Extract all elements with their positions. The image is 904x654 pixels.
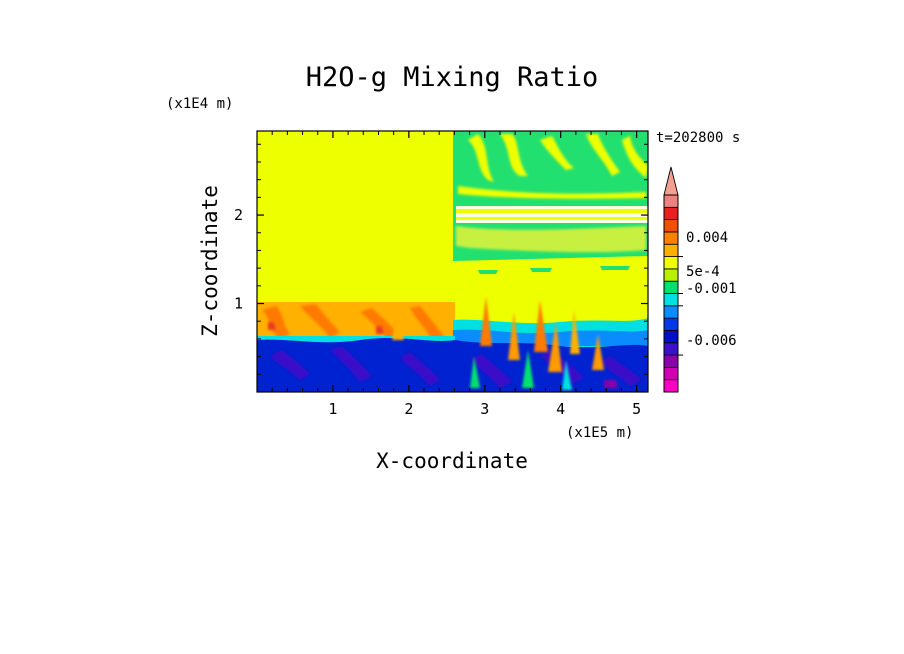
plumes (392, 296, 604, 390)
colorbar-swatch (663, 268, 679, 282)
y-tick-label: 1 (234, 295, 243, 313)
blue-texture (270, 346, 642, 388)
y-axis-label: Z-coordinate (198, 185, 222, 337)
colorbar-swatch (663, 305, 679, 319)
colorbar-swatch (663, 206, 679, 221)
x-tick-label: 5 (632, 400, 641, 418)
time-label: t=202800 s (656, 130, 740, 146)
colorbar: 0.004 5e-4-0.001 -0.006 (663, 166, 737, 393)
colorbar-swatch (663, 354, 679, 368)
colorbar-swatch (663, 293, 679, 307)
y-axis: 12 (234, 143, 648, 375)
x-tick-label: 2 (404, 400, 413, 418)
x-unit-label: (x1E5 m) (566, 425, 633, 441)
colorbar-swatch (663, 231, 679, 245)
colorbar-swatch (663, 379, 679, 393)
colorbar-label: 0.004 (686, 230, 728, 246)
colorbar-swatch (663, 219, 679, 233)
orange-streaks (262, 304, 444, 340)
band-light-2 (456, 213, 648, 217)
colorbar-swatch (663, 256, 679, 270)
x-tick-label: 4 (556, 400, 565, 418)
heatmap-field (257, 131, 648, 392)
y-unit-label: (x1E4 m) (166, 96, 233, 112)
colorbar-swatch (663, 280, 679, 294)
band-light-3 (456, 220, 648, 223)
x-tick-label: 3 (480, 400, 489, 418)
colorbar-swatch (663, 330, 679, 344)
streaks-upper-right (456, 134, 648, 253)
x-axis: 1 2 3 4 5 (271, 131, 641, 418)
x-axis-label: X-coordinate (376, 449, 528, 473)
plot-frame (256, 130, 649, 393)
y-tick-label: 2 (234, 206, 243, 224)
colorbar-label: -0.001 (686, 281, 737, 297)
colorbar-swatch (663, 317, 679, 331)
colorbar-label: 5e-4 (686, 264, 720, 280)
band-yellow-2 (456, 217, 648, 220)
colorbar-swatch (663, 342, 679, 356)
band-yellow-1 (456, 209, 648, 213)
colorbar-swatch (663, 366, 679, 381)
colorbar-swatch (663, 243, 679, 257)
band-light-1 (456, 206, 648, 209)
colorbar-label: -0.006 (686, 333, 737, 349)
colorbar-extend-arrow (663, 166, 679, 196)
chart-title: H2O-g Mixing Ratio (306, 62, 599, 93)
x-tick-label: 1 (328, 400, 337, 418)
colorbar-swatch (663, 194, 679, 208)
yellow-lower-right (453, 256, 648, 328)
